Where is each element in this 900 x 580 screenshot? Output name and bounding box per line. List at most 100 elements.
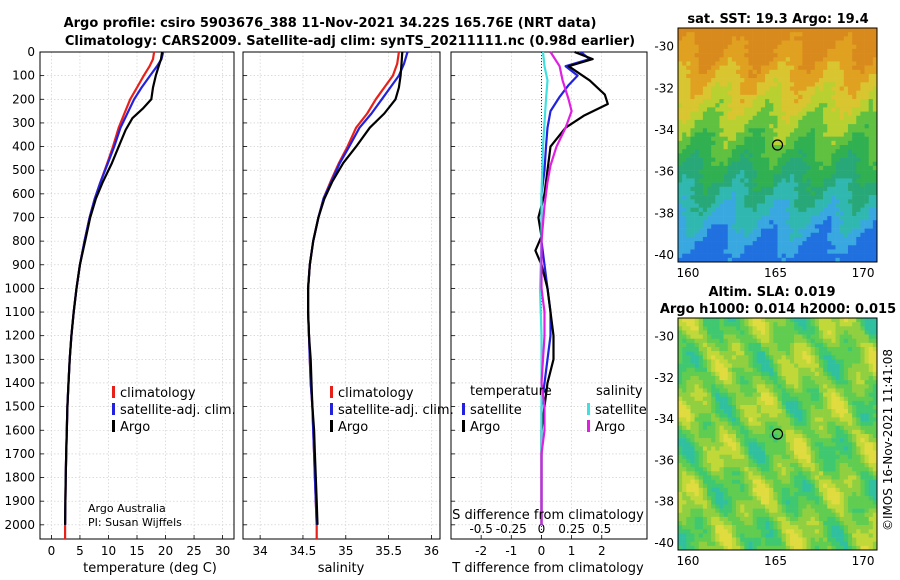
series-line-argo xyxy=(307,51,404,525)
attribution-line2: PI: Susan Wijffels xyxy=(88,516,182,529)
salinity-legend: climatology satellite-adj. clim. Argo xyxy=(330,386,454,435)
map-y-tick-label: -38 xyxy=(654,206,674,220)
y-tick-label: 1800 xyxy=(4,471,35,485)
x-tick-label: 0 xyxy=(538,544,546,558)
y-tick-label: 400 xyxy=(12,140,35,154)
legend-swatch xyxy=(112,420,115,432)
legend-climatology: climatology xyxy=(120,386,196,401)
legend-satellite-adj: satellite-adj. clim. xyxy=(120,403,236,418)
y-tick-label: 800 xyxy=(12,234,35,248)
map-y-tick-label: -32 xyxy=(654,371,674,385)
map-y-tick-label: -34 xyxy=(654,412,674,426)
x-tick-label: 5 xyxy=(76,544,84,558)
y-tick-label: 1600 xyxy=(4,423,35,437)
map-frame xyxy=(677,27,878,263)
x-tick-label: 36 xyxy=(424,544,439,558)
legend-swatch xyxy=(587,403,590,415)
map-x-tick-label: 165 xyxy=(764,554,787,568)
y-tick-label: 2000 xyxy=(4,518,35,532)
map-y-tick-label: -30 xyxy=(654,330,674,344)
series-line-salinity-satellite xyxy=(538,51,549,525)
y-tick-label: 1300 xyxy=(4,352,35,366)
x-tick-label: 34 xyxy=(252,544,267,558)
y-tick-label: 500 xyxy=(12,163,35,177)
series-line-argo xyxy=(64,51,164,525)
sla-map-pixels xyxy=(678,318,878,551)
y-tick-label: 900 xyxy=(12,258,35,272)
sst-map-pixels xyxy=(678,28,878,263)
map-y-tick-label: -36 xyxy=(654,165,674,179)
legend-swatch xyxy=(587,420,590,432)
temperature-xlabel: temperature (deg C) xyxy=(83,561,217,576)
y-tick-label: 1000 xyxy=(4,281,35,295)
x-tick-label: 0 xyxy=(48,544,56,558)
legend-swatch xyxy=(112,403,115,415)
x-tick-label: -2 xyxy=(475,544,487,558)
x-tick-label: 1 xyxy=(568,544,576,558)
y-tick-label: 700 xyxy=(12,210,35,224)
legend-swatch xyxy=(462,420,465,432)
y-tick-label: 1400 xyxy=(4,376,35,390)
x-tick-label: 15 xyxy=(129,544,144,558)
y-tick-label: 100 xyxy=(12,69,35,83)
map-frame xyxy=(677,317,878,551)
legend-temp-satellite: satellite xyxy=(470,403,522,418)
s-tick-label: 0.5 xyxy=(592,522,611,536)
legend-swatch xyxy=(462,403,465,415)
legend-argo: Argo xyxy=(120,420,150,435)
s-tick-label: 0.25 xyxy=(558,522,585,536)
map-y-tick-label: -34 xyxy=(654,123,674,137)
map-x-tick-label: 165 xyxy=(764,266,787,280)
x-tick-label: 34.5 xyxy=(290,544,317,558)
y-tick-label: 600 xyxy=(12,187,35,201)
x-tick-label: 35.5 xyxy=(375,544,402,558)
y-tick-label: 200 xyxy=(12,92,35,106)
legend-swatch xyxy=(330,403,333,415)
y-tick-label: 0 xyxy=(27,45,35,59)
map-y-tick-label: -38 xyxy=(654,495,674,509)
x-tick-label: 10 xyxy=(101,544,116,558)
axes-frame xyxy=(450,51,648,540)
y-tick-label: 1700 xyxy=(4,447,35,461)
sst-map-title: sat. SST: 19.3 Argo: 19.4 xyxy=(687,12,868,27)
legend-argo: Argo xyxy=(338,420,368,435)
legend-climatology: climatology xyxy=(338,386,414,401)
series-line-satellite-adj-clim- xyxy=(307,51,409,525)
difference-xlabel: T difference from climatology xyxy=(451,561,644,576)
map-y-tick-label: -40 xyxy=(654,248,674,262)
legend-satellite-adj: satellite-adj. clim. xyxy=(338,403,454,418)
figure-title-line2: Climatology: CARS2009. Satellite-adj cli… xyxy=(65,34,635,49)
temperature-panel: 0100200300400500600700800900100011001200… xyxy=(4,45,235,558)
y-tick-label: 1200 xyxy=(4,329,35,343)
series-line-temperature-satellite xyxy=(540,51,591,525)
series-line-climatology xyxy=(307,51,400,539)
map-y-tick-label: -40 xyxy=(654,536,674,550)
s-tick-label: -0.25 xyxy=(496,522,527,536)
imos-timestamp: ©IMOS 16-Nov-2021 11:41:08 xyxy=(881,349,895,531)
temperature-legend: climatology satellite-adj. clim. Argo xyxy=(112,386,236,435)
sla-map-title-line2: Argo h1000: 0.014 h2000: 0.015 xyxy=(660,302,896,317)
legend-sal-satellite: satellite xyxy=(595,403,647,418)
map-x-tick-label: 160 xyxy=(676,554,699,568)
x-tick-label: 30 xyxy=(215,544,230,558)
s-difference-label: S difference from climatology xyxy=(452,508,644,523)
map-x-tick-label: 170 xyxy=(852,266,875,280)
sla-map-title-line1: Altim. SLA: 0.019 xyxy=(709,285,836,300)
difference-panel: -2 -1 0 1 2-0.5 -0.25 0 0.25 0.5 xyxy=(450,50,648,558)
difference-legend: temperature satellite Argo salinity sate… xyxy=(462,384,647,435)
figure-title-line1: Argo profile: csiro 5903676_388 11-Nov-2… xyxy=(64,16,597,31)
legend-swatch xyxy=(330,386,333,398)
legend-swatch xyxy=(112,386,115,398)
map-x-tick-label: 160 xyxy=(676,266,699,280)
x-tick-label: 2 xyxy=(598,544,606,558)
x-tick-label: 25 xyxy=(186,544,201,558)
map-x-tick-label: 170 xyxy=(852,554,875,568)
s-tick-label: -0.5 xyxy=(469,522,492,536)
map-y-tick-label: -36 xyxy=(654,453,674,467)
argo-location-marker xyxy=(771,428,784,440)
axes-frame xyxy=(242,51,441,540)
y-tick-label: 1900 xyxy=(4,494,35,508)
